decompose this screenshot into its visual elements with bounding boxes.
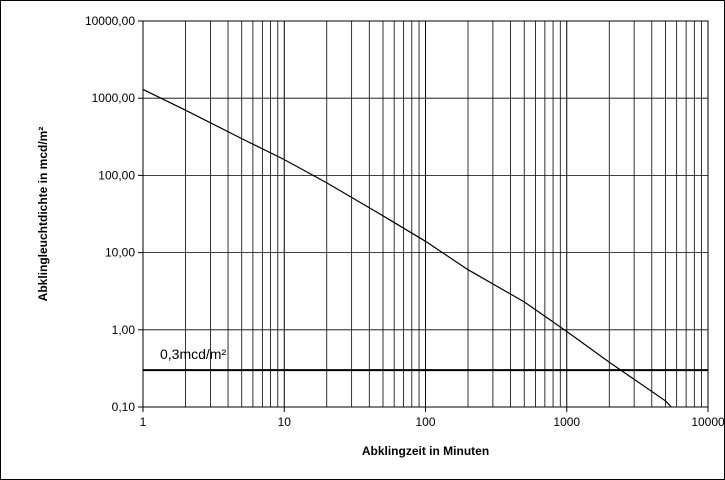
series-line (142, 88, 672, 408)
y-tick-label: 1000,00 (92, 91, 136, 105)
y-axis-title: Abklingleuchtdichte in mcd/m² (36, 127, 50, 302)
x-tick-label: 10000 (691, 415, 725, 429)
y-tick-label: 100,00 (98, 168, 135, 182)
y-tick-label: 10000,00 (85, 14, 135, 28)
x-tick-label: 100 (415, 415, 435, 429)
x-tick-label: 10 (278, 415, 292, 429)
x-axis-title: Abklingzeit in Minuten (362, 444, 489, 458)
x-tick-label: 1 (140, 415, 147, 429)
threshold-label: 0,3mcd/m² (160, 346, 226, 362)
y-tick-label: 0,10 (112, 400, 136, 414)
y-tick-label: 1,00 (112, 323, 136, 337)
y-tick-label: 10,00 (105, 246, 135, 260)
grid (142, 20, 709, 408)
x-tick-label: 1000 (553, 415, 580, 429)
tick-labels: 1 10 100 1000 10000 0,10 1,00 10,00 100,00 1000,0… (85, 14, 725, 429)
